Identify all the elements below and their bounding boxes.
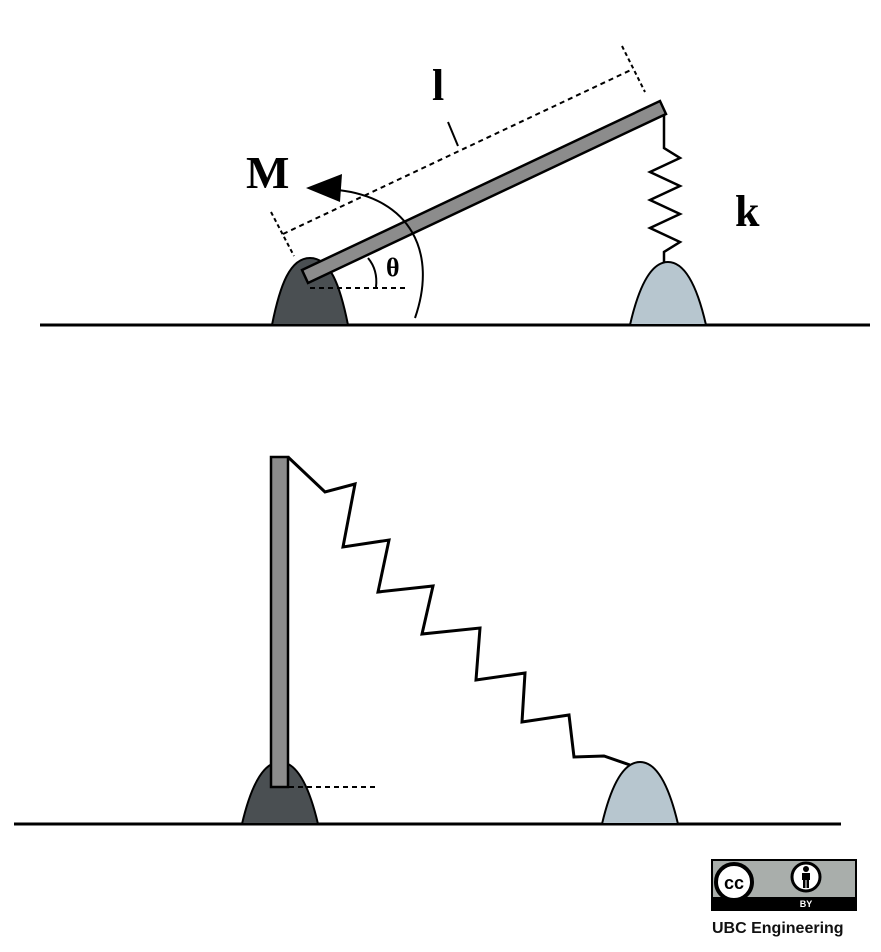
bottom-spring-support xyxy=(600,760,680,825)
top-scene: l M θ k xyxy=(40,45,870,327)
attribution-person-icon xyxy=(790,861,822,893)
length-label-leader xyxy=(447,121,459,147)
bottom-scene xyxy=(14,455,841,826)
angle-label: θ xyxy=(386,253,400,282)
top-pin-support xyxy=(270,256,350,326)
length-dimension-tick-left xyxy=(270,211,295,257)
cc-symbol-text: cc xyxy=(724,873,744,893)
top-spring xyxy=(647,110,683,262)
by-label: BY xyxy=(800,899,813,909)
length-label: l xyxy=(432,61,444,110)
credit-label: UBC Engineering xyxy=(712,920,844,937)
top-bar xyxy=(300,99,668,285)
spring-constant-label: k xyxy=(735,187,760,236)
bottom-bar xyxy=(269,455,290,789)
bottom-spring xyxy=(286,455,631,767)
angle-arc xyxy=(367,257,378,288)
cc-circle-icon xyxy=(714,862,754,902)
length-dimension-tick-right xyxy=(621,45,646,93)
cc-by-badge: cc BY xyxy=(711,859,857,911)
top-spring-support xyxy=(628,260,708,326)
moment-arc xyxy=(337,189,424,319)
length-dimension-line xyxy=(282,68,634,235)
moment-label: M xyxy=(246,147,289,198)
moment-arrowhead xyxy=(306,174,342,202)
